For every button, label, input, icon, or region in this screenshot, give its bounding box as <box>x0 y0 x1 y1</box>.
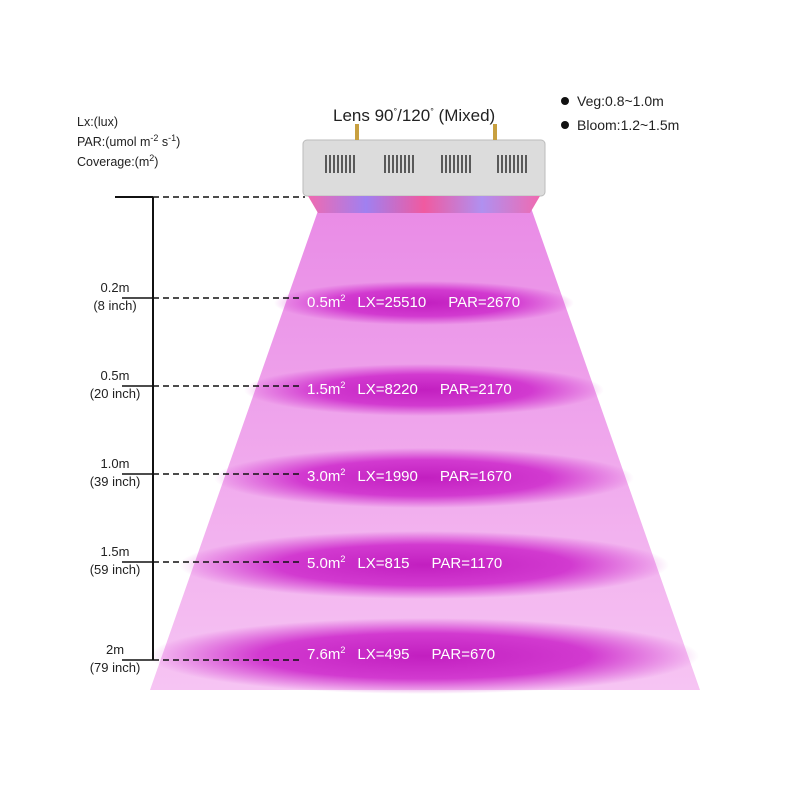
level-stats-5: 7.6m2 LX=495 PAR=670 <box>307 645 495 663</box>
legend-par-text: PAR:(umol m <box>77 135 151 150</box>
lx-value: LX=1990 <box>357 468 418 485</box>
par-value: PAR=2170 <box>439 381 512 398</box>
coverage-value: 1.5m <box>307 381 341 398</box>
light-beam <box>150 205 700 690</box>
height-label-1: 0.2m (8 inch) <box>75 279 155 315</box>
legend-par-end: ) <box>176 135 181 150</box>
par-value: PAR=2670 <box>448 294 521 311</box>
height-m: 0.5m <box>100 368 130 383</box>
spot-ellipse-2 <box>244 364 604 416</box>
bullet-icon <box>561 121 569 129</box>
lx-value: LX=8220 <box>357 381 418 398</box>
coverage-exp: 2 <box>340 645 346 655</box>
legend-coverage-exp: 2 <box>149 153 155 164</box>
height-m: 1.0m <box>100 456 130 471</box>
lx-value: LX=25510 <box>357 294 427 311</box>
legend-par-exp: -2 <box>150 133 159 143</box>
legend-lx: Lx:(lux) <box>77 115 118 129</box>
height-label-3: 1.0m (39 inch) <box>75 455 155 491</box>
level-stats-2: 1.5m2 LX=8220 PAR=2170 <box>307 380 512 398</box>
legend-par: PAR:(umol m-2 s-1) <box>77 130 180 150</box>
height-inch: (59 inch) <box>89 562 141 577</box>
height-m: 1.5m <box>100 544 130 559</box>
title-suffix: (Mixed) <box>438 106 496 125</box>
height-label-4: 1.5m (59 inch) <box>75 543 155 579</box>
degree-symbol: ° <box>393 106 398 117</box>
par-value: PAR=1170 <box>431 555 503 572</box>
coverage-exp: 2 <box>340 554 346 564</box>
degree-symbol: ° <box>430 106 434 117</box>
height-label-2: 0.5m (20 inch) <box>75 367 155 403</box>
legend-coverage-end: ) <box>154 155 159 170</box>
spot-ellipse-5 <box>149 618 699 694</box>
level-stats-1: 0.5m2 LX=25510 PAR=2670 <box>307 293 520 311</box>
bullet-icon <box>561 97 569 105</box>
height-inch: (39 inch) <box>89 474 141 489</box>
stage-veg: Veg:0.8~1.0m <box>577 93 664 109</box>
spot-ellipse-1 <box>274 281 574 325</box>
spot-ellipse-4 <box>179 531 669 599</box>
title-prefix: Lens 90 <box>333 106 394 125</box>
coverage-exp: 2 <box>340 467 346 477</box>
height-inch: (79 inch) <box>89 660 141 675</box>
coverage-value: 3.0m <box>307 468 341 485</box>
legend-par-exp2: -1 <box>168 133 177 143</box>
legend-coverage-text: Coverage:(m <box>77 155 150 170</box>
level-stats-3: 3.0m2 LX=1990 PAR=1670 <box>307 467 512 485</box>
spot-ellipse-3 <box>214 448 634 508</box>
height-inch: (8 inch) <box>93 298 137 313</box>
lx-value: LX=495 <box>357 646 410 663</box>
lx-value: LX=815 <box>357 555 410 572</box>
par-value: PAR=670 <box>431 646 496 663</box>
height-m: 2m <box>105 642 125 657</box>
height-inch: (20 inch) <box>89 386 141 401</box>
coverage-value: 5.0m <box>307 555 341 572</box>
stage-bloom: Bloom:1.2~1.5m <box>577 117 680 133</box>
coverage-value: 0.5m <box>307 294 341 311</box>
level-stats-4: 5.0m2 LX=815 PAR=1170 <box>307 554 502 572</box>
legend-par-mid: s <box>158 135 169 150</box>
lens-title: Lens 90°/120° (Mixed) <box>333 106 495 126</box>
height-label-5: 2m (79 inch) <box>75 641 155 677</box>
height-m: 0.2m <box>100 280 130 295</box>
height-scale <box>115 196 305 661</box>
units-legend: Lx:(lux) PAR:(umol m-2 s-1) Coverage:(m2… <box>77 114 180 170</box>
grow-light-fixture <box>302 124 546 213</box>
title-mid: /120 <box>397 106 431 125</box>
par-value: PAR=1670 <box>439 468 512 485</box>
coverage-exp: 2 <box>340 380 346 390</box>
coverage-value: 7.6m <box>307 646 341 663</box>
legend-coverage: Coverage:(m2) <box>77 150 180 170</box>
coverage-exp: 2 <box>340 293 346 303</box>
